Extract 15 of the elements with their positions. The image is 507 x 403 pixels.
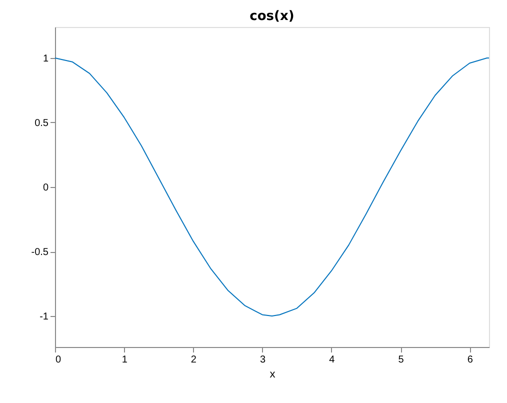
y-tick-label: 0.5 (34, 118, 49, 129)
y-tick-label: -0.5 (31, 247, 49, 258)
x-tick-label: 2 (190, 354, 197, 366)
x-tick-label: 4 (329, 354, 336, 366)
x-axis-title: x (270, 368, 276, 380)
x-tick-label: 6 (467, 354, 474, 366)
x-tick-label: 3 (260, 354, 266, 366)
chart-title: cos(x) (250, 9, 294, 24)
y-tick-label: -1 (40, 312, 49, 323)
x-tick-label: 5 (398, 354, 404, 366)
y-tick-label: 1 (42, 53, 49, 64)
x-tick-label: 1 (122, 354, 128, 366)
y-tick-label: 0 (42, 182, 49, 194)
x-tick-label: 0 (56, 354, 62, 366)
line-series (54, 57, 490, 317)
